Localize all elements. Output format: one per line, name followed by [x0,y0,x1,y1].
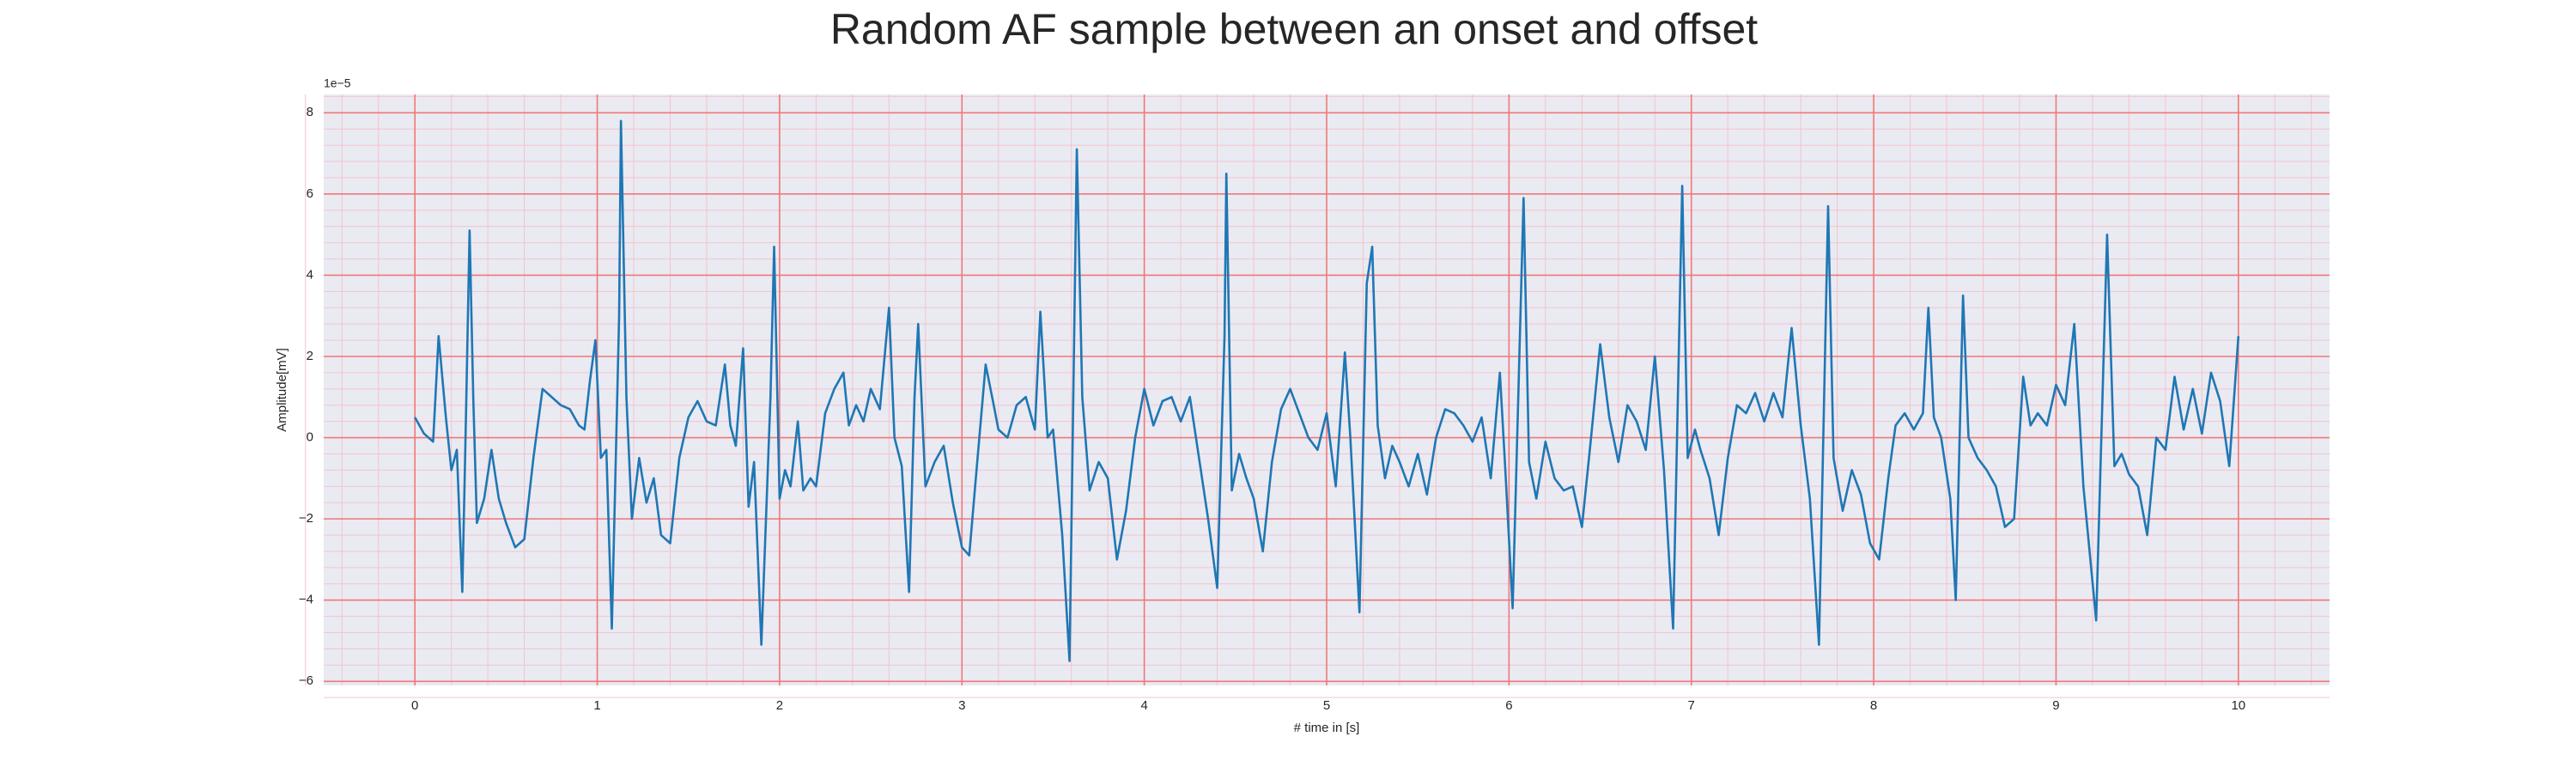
x-tick-label: 6 [1505,698,1512,713]
y-tick-label: 4 [307,267,313,282]
y-tick-label: 2 [307,349,313,363]
y-tick-label: 0 [307,430,313,445]
x-tick-label: 9 [2052,698,2059,713]
x-tick-label: 2 [776,698,783,713]
x-tick-label: 8 [1870,698,1877,713]
y-axis-label: Amplitude[mV] [275,348,289,432]
x-tick-label: 4 [1140,698,1147,713]
x-tick-label: 7 [1688,698,1695,713]
y-tick-label: −4 [299,593,313,607]
chart-title: Random AF sample between an onset and of… [830,5,1758,53]
x-tick-label: 5 [1323,698,1330,713]
y-tick-label: 8 [307,105,313,119]
y-tick-label: −2 [299,511,313,526]
x-tick-label: 1 [593,698,600,713]
x-tick-label: 0 [411,698,418,713]
y-offset-label: 1e−5 [324,76,351,90]
x-tick-label: 3 [958,698,965,713]
x-axis-label: # time in [s] [1294,721,1360,735]
x-tick-label: 10 [2231,698,2245,713]
y-tick-label: 6 [307,186,313,201]
data-line [414,119,2240,662]
y-tick-label: −6 [299,673,313,688]
